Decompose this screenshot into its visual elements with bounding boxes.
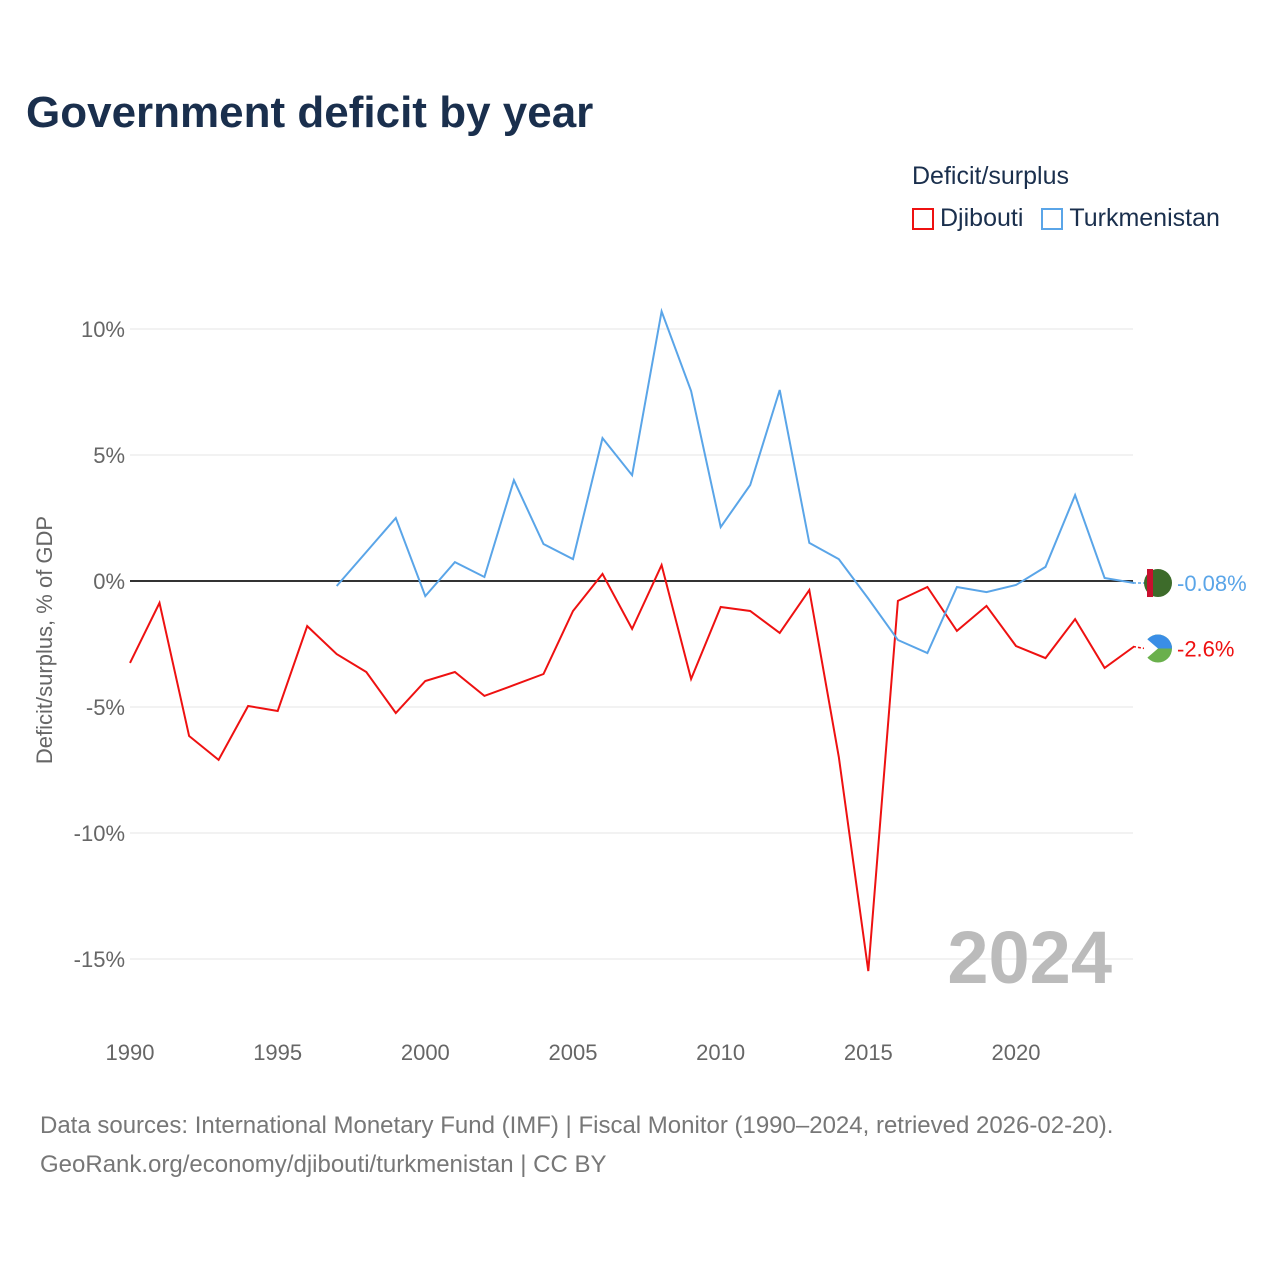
x-tick-label: 2015 — [844, 1040, 893, 1065]
series-line-turkmenistan — [335, 307, 1135, 655]
y-tick-label: -5% — [86, 695, 125, 720]
chart-title: Government deficit by year — [26, 88, 594, 137]
y-tick-label: -10% — [74, 821, 125, 846]
y-tick-label: 5% — [93, 443, 125, 468]
source-note: Data sources: International Monetary Fun… — [40, 1106, 1113, 1184]
y-tick-label: 0% — [93, 569, 125, 594]
legend-title: Deficit/surplus — [912, 162, 1069, 190]
x-tick-label: 2020 — [992, 1040, 1041, 1065]
series-line-djibouti — [129, 562, 1135, 972]
legend-label: Turkmenistan — [1069, 204, 1220, 232]
x-tick-label: 1990 — [106, 1040, 155, 1065]
legend-swatch — [1041, 207, 1064, 230]
end-connector — [1132, 645, 1146, 650]
end-value-label: -0.08% — [1177, 571, 1247, 596]
y-tick-label: 10% — [81, 317, 125, 342]
flag-icon-part — [1147, 569, 1153, 598]
y-axis-label: Deficit/surplus, % of GDP — [32, 516, 57, 764]
x-tick-label: 1995 — [253, 1040, 302, 1065]
x-tick-label: 2005 — [549, 1040, 598, 1065]
source-link[interactable]: GeoRank.org/economy/djibouti/turkmenista… — [40, 1151, 607, 1178]
flag-icon-part — [1144, 636, 1158, 661]
legend-item-turkmenistan[interactable]: Turkmenistan — [1041, 204, 1220, 233]
source-line: Data sources: International Monetary Fun… — [40, 1112, 1114, 1139]
end-value-label: -2.6% — [1177, 637, 1234, 662]
legend: Djibouti Turkmenistan — [912, 204, 1220, 233]
y-tick-label: -15% — [74, 947, 125, 972]
legend-label: Djibouti — [940, 204, 1024, 232]
x-tick-label: 2010 — [696, 1040, 745, 1065]
legend-item-djibouti[interactable]: Djibouti — [912, 204, 1023, 233]
year-watermark: 2024 — [947, 916, 1112, 999]
x-tick-label: 2000 — [401, 1040, 450, 1065]
legend-swatch — [912, 207, 934, 230]
